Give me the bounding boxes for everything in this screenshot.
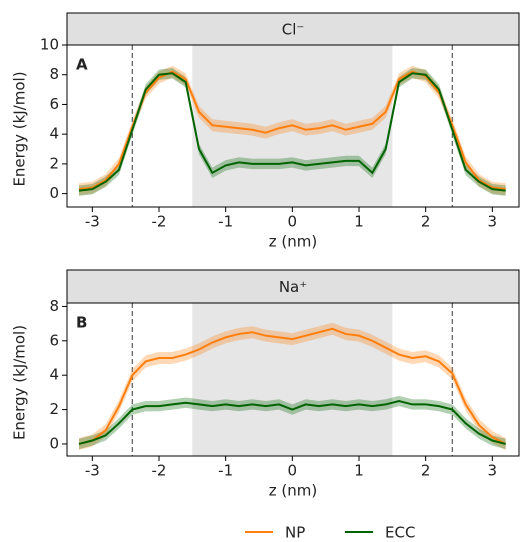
x-tick-label: -1: [218, 462, 233, 480]
y-tick-label: 6: [49, 95, 59, 113]
panel-header: [66, 12, 520, 46]
x-tick-label: 3: [488, 213, 498, 231]
y-tick-label: 4: [49, 366, 59, 384]
x-tick-label: 0: [288, 462, 298, 480]
plot-frame: [66, 44, 520, 208]
x-tick-label: 0: [288, 213, 298, 231]
x-tick-label: 1: [354, 213, 364, 231]
y-tick-label: 10: [40, 36, 59, 54]
panel-label: A: [76, 56, 88, 74]
legend-label: NP: [285, 524, 305, 542]
y-tick-label: 8: [49, 297, 59, 315]
shaded-region: [192, 303, 393, 456]
y-tick-label: 6: [49, 331, 59, 349]
x-tick-label: 3: [488, 462, 498, 480]
y-tick-label: 0: [49, 434, 59, 452]
y-axis-label: Energy (kJ/mol): [11, 71, 29, 186]
y-axis-label: Energy (kJ/mol): [11, 325, 29, 440]
x-axis-label: z (nm): [269, 233, 317, 251]
x-tick-label: -3: [85, 213, 100, 231]
x-tick-label: 1: [354, 462, 364, 480]
panel-title: Na⁺: [279, 278, 307, 296]
y-tick-label: 4: [49, 125, 59, 143]
x-tick-label: 2: [421, 213, 431, 231]
data-line: [78, 327, 507, 445]
panel-label: B: [76, 314, 87, 332]
y-tick-label: 8: [49, 65, 59, 83]
data-line: [78, 399, 506, 445]
x-tick-label: -2: [152, 462, 167, 480]
data-line: [78, 70, 506, 191]
y-tick-label: 0: [49, 184, 59, 202]
y-tick-label: 2: [49, 154, 59, 172]
y-tick-label: 2: [49, 400, 59, 418]
legend-label: ECC: [385, 524, 415, 542]
x-tick-label: -3: [85, 462, 100, 480]
x-tick-label: -2: [152, 213, 167, 231]
data-line: [78, 72, 506, 192]
x-tick-label: 2: [421, 462, 431, 480]
x-tick-label: -1: [218, 213, 233, 231]
x-axis-label: z (nm): [269, 482, 317, 500]
plot-frame: [66, 302, 520, 457]
panel-header: [66, 269, 520, 304]
panel-title: Cl⁻: [282, 21, 305, 39]
